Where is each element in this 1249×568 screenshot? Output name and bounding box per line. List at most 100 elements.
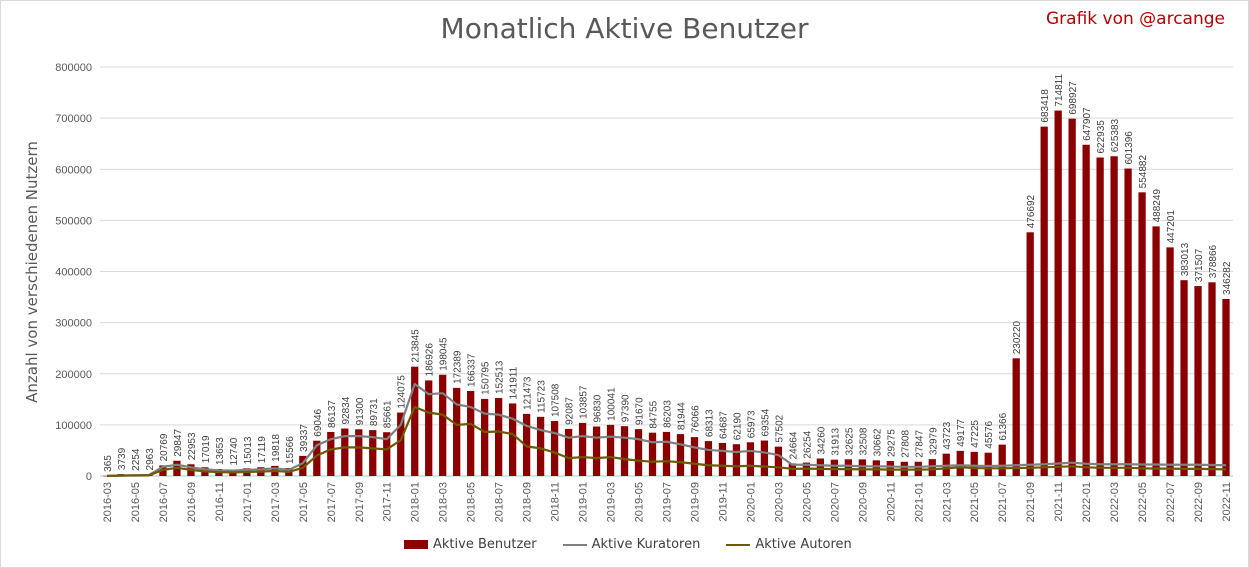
bar-value-label: 15013 [243,436,254,464]
bar [956,450,964,476]
bar-value-label: 186926 [425,343,436,377]
bar-value-label: 371507 [1194,248,1205,282]
bar-value-label: 22953 [187,432,198,460]
bar [970,451,978,476]
x-tick-label: 2018-01 [410,482,422,522]
bar [327,431,335,476]
bar-value-label: 198045 [439,337,450,371]
x-tick-label: 2022-07 [1165,482,1177,522]
bar [495,398,503,476]
bar-value-label: 32508 [858,427,869,455]
bar [564,428,573,476]
bar [928,459,936,476]
bar-value-label: 69354 [760,408,771,436]
bar-value-label: 365 [103,455,114,472]
bar [830,459,838,476]
x-tick-label: 2022-03 [1109,482,1121,522]
y-tick-label: 700000 [55,113,92,125]
bar [984,452,992,476]
x-tick-label: 2020-09 [857,482,869,522]
x-tick-label: 2019-05 [634,482,646,522]
bar-value-label: 13653 [215,437,226,465]
y-axis-label: Anzahl von verschiedenen Nutzern [23,141,41,403]
bar-value-label: 683418 [1040,89,1051,123]
bar-value-label: 346282 [1222,261,1233,295]
bar [620,426,629,476]
y-tick-label: 600000 [55,164,92,176]
x-tick-label: 2020-07 [829,482,841,522]
x-tick-label: 2022-01 [1081,482,1093,522]
x-tick-label: 2021-03 [941,482,953,522]
y-tick-label: 300000 [55,318,92,330]
bar [648,432,657,476]
x-tick-label: 2018-05 [466,482,478,522]
curators-line [106,382,1227,477]
bar [844,459,852,476]
bar-value-label: 68313 [704,409,715,437]
bar-value-label: 61366 [998,412,1009,440]
x-tick-label: 2020-11 [885,482,897,522]
x-tick-label: 2016-07 [158,482,170,522]
bar [341,428,349,476]
x-tick-label: 2021-11 [1053,482,1065,522]
bar [1138,192,1146,476]
x-tick-label: 2021-01 [913,482,925,522]
bar-value-label: 12740 [229,437,240,465]
x-tick-label: 2020-01 [745,482,757,522]
bar [732,444,741,476]
bar [453,387,461,476]
bar [662,431,671,476]
x-tick-label: 2017-05 [298,482,310,522]
chart-title: Monatlich Aktive Benutzer [440,12,809,45]
bar [397,412,405,476]
bar [704,441,713,476]
bar-value-label: 92834 [341,396,352,424]
bar-value-label: 45576 [984,420,995,448]
bar-value-label: 213845 [411,329,422,363]
bar [1012,358,1020,476]
x-tick-label: 2022-05 [1137,482,1149,522]
bar-value-label: 107508 [551,383,562,417]
bar-value-label: 32979 [928,427,939,455]
bar-value-label: 2254 [131,448,142,471]
x-tick-label: 2018-07 [494,482,506,522]
bar-value-label: 625383 [1110,118,1121,152]
bar-value-label: 622935 [1096,120,1107,154]
bar-value-label: 92087 [565,397,576,425]
bar-value-label: 91300 [355,397,366,425]
bar [1124,168,1132,476]
bar [425,380,433,476]
x-tick-label: 2017-09 [354,482,366,522]
x-tick-label: 2020-03 [773,482,785,522]
legend-label-authors: Aktive Autoren [755,537,852,552]
x-tick-label: 2016-05 [130,482,142,522]
bar [606,424,615,476]
bar [508,403,517,476]
bar [1110,156,1118,476]
bar [676,434,685,476]
bar-value-label: 81944 [676,402,687,430]
bar [1040,126,1048,477]
legend: Aktive Benutzer Aktive Kuratoren Aktive … [404,537,852,552]
legend-label-curators: Aktive Kuratoren [591,537,701,552]
y-axis-ticks: 0 100000 200000 300000 400000 500000 600000 700… [55,62,92,483]
x-tick-label: 2017-07 [326,482,338,522]
bar [1180,280,1188,476]
bar-value-label: 96830 [593,394,604,422]
bar-value-label: 152513 [495,360,506,394]
y-tick-label: 200000 [55,369,92,381]
bar-value-label: 601396 [1124,131,1135,165]
bar-value-label: 488249 [1152,189,1163,223]
bar-value-label: 84755 [649,400,660,428]
bar-value-label: 19818 [271,434,282,462]
legend-swatch-users [404,540,428,549]
line-series [106,382,1227,478]
bar-value-label: 91670 [635,397,646,425]
bar-value-label: 647907 [1082,107,1093,141]
bar-value-label: 86137 [327,400,338,428]
bar-value-label: 57502 [774,414,785,442]
x-tick-label: 2018-09 [522,482,534,522]
bar [1068,118,1076,476]
bar [313,440,321,476]
bar-value-label: 62190 [732,412,743,440]
